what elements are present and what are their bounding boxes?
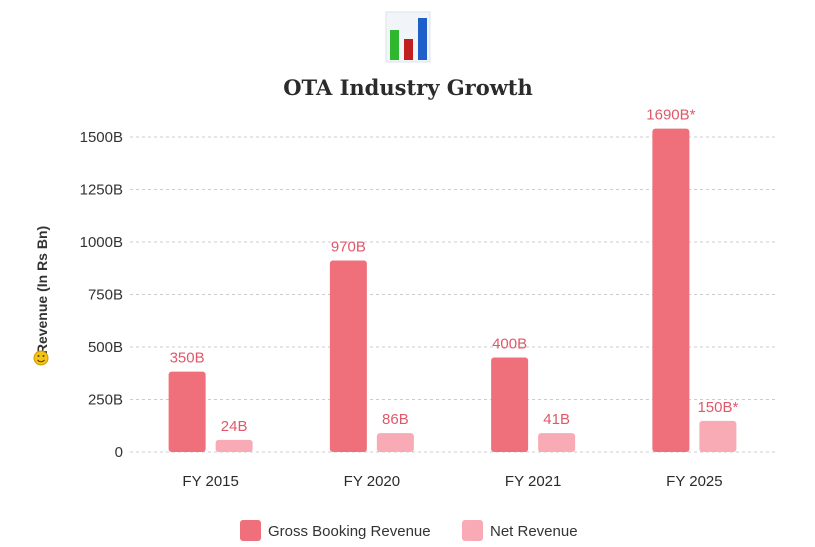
x-tick-label: FY 2025 xyxy=(666,473,722,490)
chart-title: OTA Industry Growth xyxy=(283,75,533,100)
data-label: 400B xyxy=(492,336,527,353)
bar-net-1 xyxy=(376,433,414,452)
y-tick-label: 250B xyxy=(88,392,123,409)
data-label: 86B xyxy=(382,411,409,428)
data-label: 41B xyxy=(543,411,570,428)
legend: Gross Booking Revenue Net Revenue xyxy=(240,520,578,541)
y-axis-title: Revenue (In Rs Bn) xyxy=(34,226,50,354)
bar-gross-2 xyxy=(491,357,529,452)
bar-net-0 xyxy=(215,439,253,452)
legend-label[interactable]: Gross Booking Revenue xyxy=(268,523,431,540)
x-tick-label: FY 2021 xyxy=(505,473,561,490)
x-tick-label: FY 2015 xyxy=(182,473,238,490)
data-label: 350B xyxy=(170,350,205,367)
y-axis-label: Revenue (In Rs Bn) xyxy=(34,226,50,354)
bars: 350B 24B 970B 86B 400B 41B 1690B* 150B* xyxy=(168,107,738,452)
legend-swatch xyxy=(240,520,261,541)
data-label: 1690B* xyxy=(646,107,695,124)
y-tick-label: 500B xyxy=(88,339,123,356)
bar-gross-3 xyxy=(652,128,690,452)
x-axis-ticks: FY 2015 FY 2020 FY 2021 FY 2025 xyxy=(182,473,722,490)
smiley-icon xyxy=(33,350,49,366)
y-tick-label: 1250B xyxy=(80,182,123,199)
x-tick-label: FY 2020 xyxy=(344,473,400,490)
legend-label[interactable]: Net Revenue xyxy=(490,523,578,540)
data-label: 150B* xyxy=(697,399,738,416)
bar-chart-icon xyxy=(385,11,431,63)
y-tick-label: 1500B xyxy=(80,129,123,146)
y-tick-label: 1000B xyxy=(80,234,123,251)
bar-net-2 xyxy=(538,433,576,452)
legend-swatch xyxy=(462,520,483,541)
y-tick-label: 0 xyxy=(115,444,123,461)
bar-gross-0 xyxy=(168,371,206,452)
bar-net-3 xyxy=(699,420,737,452)
bar-gross-1 xyxy=(329,260,367,452)
data-label: 970B xyxy=(331,238,366,255)
y-axis-ticks: 0 250B 500B 750B 1000B 1250B 1500B xyxy=(80,129,123,461)
data-label: 24B xyxy=(221,418,248,435)
y-tick-label: 750B xyxy=(88,287,123,304)
